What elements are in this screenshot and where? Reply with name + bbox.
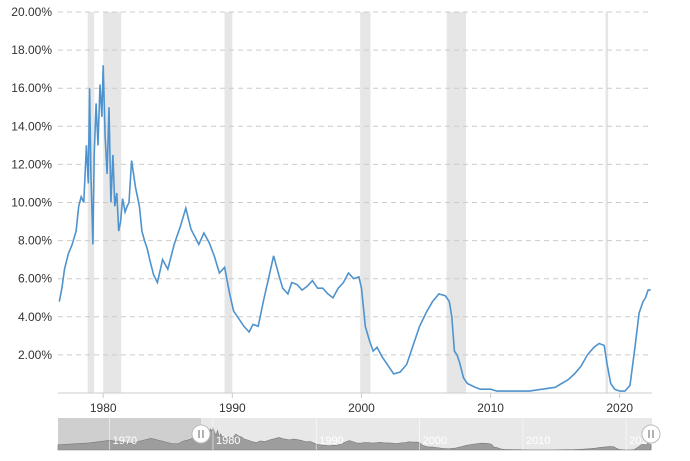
y-tick-label: 20.00%: [11, 5, 52, 19]
grid-lines: [58, 11, 652, 394]
y-tick-label: 18.00%: [11, 43, 52, 57]
navigator-labels: 1970 1980 1990 2000 2010 2020: [109, 418, 654, 450]
y-tick-label: 12.00%: [11, 157, 52, 171]
recession-band: [224, 12, 233, 393]
y-tick-label: 14.00%: [11, 119, 52, 133]
x-tick-label: 1990: [219, 401, 246, 415]
x-tick-label: 1980: [90, 401, 117, 415]
navigator-label: 2000: [423, 435, 447, 447]
y-tick-label: 10.00%: [11, 196, 52, 210]
navigator-label: 1990: [319, 435, 343, 447]
navigator-label: 1970: [113, 435, 137, 447]
y-tick-label: 2.00%: [18, 348, 52, 362]
x-tick-label: 2000: [348, 401, 375, 415]
x-tick-label: 2020: [606, 401, 633, 415]
navigator-label: 2010: [526, 435, 550, 447]
x-tick-label: 2010: [477, 401, 504, 415]
navigator[interactable]: 1970 1980 1990 2000 2010 2020: [57, 418, 661, 451]
navigator-right-handle[interactable]: [641, 424, 661, 444]
y-tick-label: 16.00%: [11, 81, 52, 95]
y-axis: 2.00% 4.00% 6.00% 8.00% 10.00% 12.00% 14.00% 16…: [11, 5, 52, 362]
series-line: [58, 65, 651, 392]
y-tick-label: 4.00%: [18, 310, 52, 324]
x-axis: 1980 1990 2000 2010 2020: [90, 393, 633, 415]
y-tick-label: 6.00%: [18, 272, 52, 286]
recession-band: [605, 12, 609, 393]
navigator-label: 1980: [216, 435, 240, 447]
y-tick-label: 8.00%: [18, 234, 52, 248]
navigator-left-handle[interactable]: [191, 424, 211, 444]
